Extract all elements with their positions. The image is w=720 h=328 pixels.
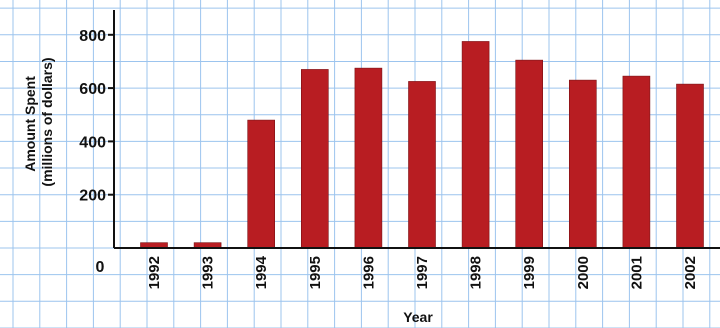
bar-2001 <box>622 75 651 249</box>
y-axis-title-line-2: (millions of dollars) <box>39 57 55 186</box>
bars <box>140 41 704 249</box>
x-tick-label-1996: 1996 <box>360 256 377 289</box>
bar-1999 <box>515 59 544 249</box>
axes <box>113 10 720 249</box>
x-tick-label-1998: 1998 <box>468 256 485 289</box>
y-axis-title: Amount Spent (millions of dollars) <box>22 57 55 186</box>
x-tick-label-1997: 1997 <box>414 256 431 289</box>
bar-1997 <box>408 81 436 249</box>
bar-1995 <box>300 69 329 249</box>
x-tick-label-2000: 2000 <box>575 256 592 289</box>
bar-1994 <box>247 119 275 249</box>
x-tick-label-1993: 1993 <box>200 256 217 289</box>
y-axis-title-line-1: Amount Spent <box>22 76 38 172</box>
x-tick-label-1999: 1999 <box>521 256 538 289</box>
x-tick-label-2001: 2001 <box>628 256 645 289</box>
y-tick-label-200: 200 <box>79 188 106 205</box>
bar-1996 <box>354 67 383 249</box>
x-tick-labels: 1992 1993 1994 1995 1996 1997 1998 1999 2000 2001… <box>146 255 699 289</box>
y-tick-label-800: 800 <box>79 28 106 45</box>
y-tick-label-0: 0 <box>96 259 105 276</box>
y-tick-label-400: 400 <box>79 134 106 151</box>
x-axis-title: Year <box>403 309 433 325</box>
y-tick-labels: 0 200 400 600 800 <box>79 28 114 276</box>
bar-1998 <box>461 41 490 249</box>
x-tick-label-1992: 1992 <box>146 256 163 289</box>
bar-2000 <box>568 79 597 249</box>
x-tick-label-1994: 1994 <box>253 255 270 289</box>
bar-2002 <box>676 83 704 249</box>
x-tick-label-1995: 1995 <box>307 256 324 289</box>
x-tick-label-2002: 2002 <box>682 256 699 289</box>
y-tick-label-600: 600 <box>79 81 106 98</box>
